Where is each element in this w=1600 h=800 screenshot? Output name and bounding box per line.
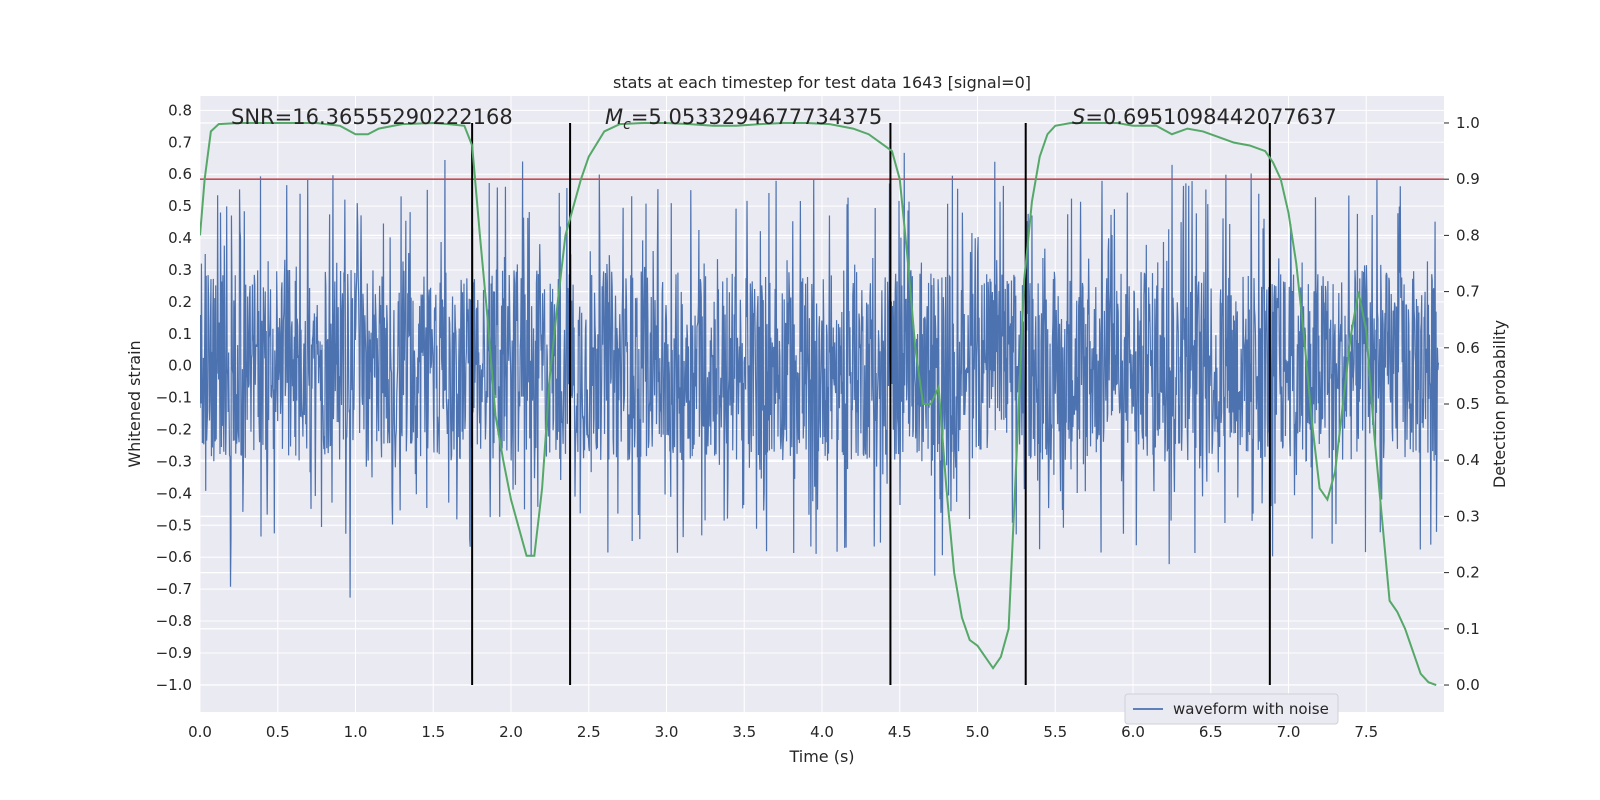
s-symbol: S: [1072, 105, 1085, 129]
y-tick-label: 0.6: [168, 165, 192, 183]
x-tick-label: 7.5: [1354, 723, 1378, 741]
y2-tick-label: 0.7: [1456, 283, 1480, 301]
y-tick-label: −0.4: [156, 484, 192, 502]
chirp-mass-symbol: M: [605, 105, 623, 129]
y-tick-label: 0.0: [168, 357, 192, 375]
x-tick-label: 6.5: [1199, 723, 1223, 741]
y-ticks: 0.8 0.7 0.6 0.5 0.4 0.3 0.2 0.1 0.0 −0.1 −0.2 −0.3 −…: [156, 101, 192, 694]
segment-boundaries: [471, 122, 1271, 686]
x-tick-label: 0.0: [188, 723, 212, 741]
legend-label-waveform: waveform with noise: [1173, 700, 1329, 718]
y2-tick-label: 0.4: [1456, 451, 1480, 469]
y-tick-label: −0.8: [156, 612, 192, 630]
x-tick-label: 3.5: [732, 723, 756, 741]
waveform-with-noise-line: [200, 152, 1439, 598]
legend-box: [1124, 693, 1339, 725]
y-tick-label: −1.0: [156, 676, 192, 694]
s-annotation: S=0.6951098442077637: [1072, 105, 1337, 129]
y2-tick-label: 0.1: [1456, 620, 1480, 638]
chart-title: stats at each timestep for test data 164…: [613, 73, 1031, 92]
x-axis-label: Time (s): [788, 747, 854, 766]
y-tick-label: 0.8: [168, 101, 192, 119]
y-tick-label: 0.1: [168, 325, 192, 343]
y-tick-label: 0.7: [168, 133, 192, 151]
y-tick-label: −0.5: [156, 516, 192, 534]
chirp-mass-annotation: Mc=5.0533294677734375: [605, 105, 882, 133]
y2-tick-label: 0.0: [1456, 676, 1480, 694]
snr-annotation: SNR=16.36555290222168: [231, 105, 513, 129]
detection-probability-line: [200, 121, 1437, 686]
y2-tick-label: 0.5: [1456, 395, 1480, 413]
y-tick-label: −0.3: [156, 452, 192, 470]
chirp-mass-subscript: c: [623, 117, 631, 133]
x-tick-label: 2.5: [577, 723, 601, 741]
x-tick-label: 7.0: [1277, 723, 1301, 741]
y-tick-label: 0.4: [168, 229, 192, 247]
y2-tick-label: 1.0: [1456, 114, 1480, 132]
x-tick-label: 5.5: [1043, 723, 1067, 741]
chirp-mass-value: =5.0533294677734375: [631, 105, 882, 129]
y2-tick-label: 0.2: [1456, 564, 1480, 582]
x-tick-label: 6.0: [1121, 723, 1145, 741]
x-tick-label: 3.0: [655, 723, 679, 741]
x-tick-label: 4.0: [810, 723, 834, 741]
x-ticks: 0.0 0.5 1.0 1.5 2.0 2.5 3.0 3.5 4.0 4.5 5.0 5.5 6.0 6…: [188, 723, 1378, 741]
y2-axis-label: Detection probability: [1490, 320, 1509, 488]
y-tick-label: 0.5: [168, 197, 192, 215]
y2-tick-label: 0.6: [1456, 339, 1480, 357]
y2-ticks: 1.0 0.9 0.8 0.7 0.6 0.5 0.4 0.3 0.2 0.1 0.0: [1444, 114, 1480, 694]
y2-tick-label: 0.8: [1456, 226, 1480, 244]
y-tick-label: −0.6: [156, 548, 192, 566]
y-axis-label: Whitened strain: [125, 340, 144, 467]
y-tick-label: 0.2: [168, 293, 192, 311]
y-tick-label: −0.7: [156, 580, 192, 598]
y2-tick-label: 0.9: [1456, 170, 1480, 188]
y-tick-label: −0.1: [156, 389, 192, 407]
y-tick-label: −0.2: [156, 421, 192, 439]
x-tick-label: 1.0: [344, 723, 368, 741]
y-tick-label: −0.9: [156, 644, 192, 662]
x-tick-label: 0.5: [266, 723, 290, 741]
s-value: =0.6951098442077637: [1085, 105, 1336, 129]
x-tick-label: 4.5: [888, 723, 912, 741]
y2-tick-label: 0.3: [1456, 507, 1480, 525]
x-tick-label: 1.5: [421, 723, 445, 741]
x-tick-label: 2.0: [499, 723, 523, 741]
y-tick-label: 0.3: [168, 261, 192, 279]
legend: waveform with noise: [1124, 693, 1339, 725]
x-tick-label: 5.0: [966, 723, 990, 741]
